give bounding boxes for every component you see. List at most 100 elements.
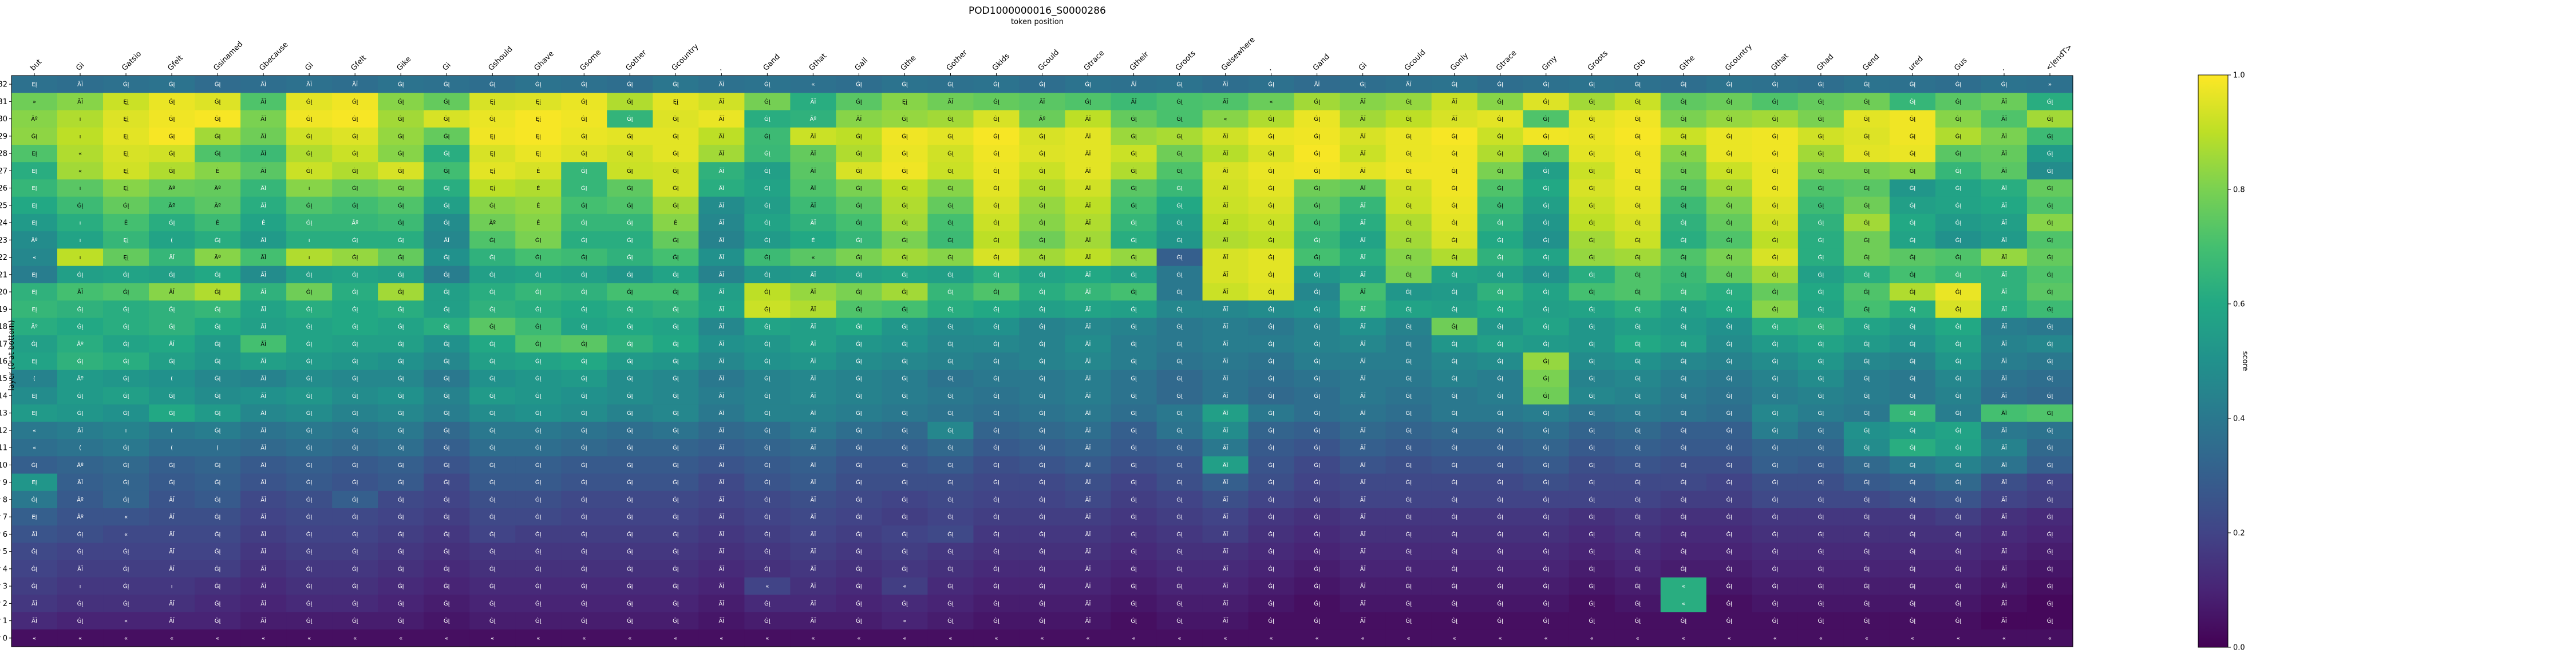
heatmap-cell bbox=[195, 543, 241, 561]
heatmap-cell bbox=[1156, 595, 1203, 613]
heatmap-cell bbox=[1523, 577, 1570, 595]
heatmap-cell-label: ĠĮ bbox=[902, 392, 908, 399]
heatmap-cell-label: ĠĮ bbox=[1955, 409, 1962, 417]
heatmap-cell-label: ĠĮ bbox=[1405, 132, 1412, 140]
heatmap-cell bbox=[1981, 248, 2028, 267]
heatmap-cell bbox=[1797, 248, 1844, 267]
heatmap-cell-label: ĠĮ bbox=[1726, 583, 1732, 590]
heatmap-cell bbox=[149, 473, 195, 492]
heatmap-cell-label: ĠĮ bbox=[1680, 478, 1686, 486]
heatmap-cell-label: ÃĪ bbox=[718, 219, 724, 227]
heatmap-cell bbox=[561, 508, 607, 526]
heatmap-cell-label: ĠĮ bbox=[627, 340, 633, 347]
heatmap-cell bbox=[424, 248, 470, 267]
heatmap-cell bbox=[2026, 335, 2073, 353]
heatmap-cell-label: ĠĮ bbox=[306, 98, 313, 105]
heatmap-cell-label: ĠĮ bbox=[2047, 409, 2053, 417]
heatmap-cell bbox=[240, 248, 287, 267]
heatmap-cell bbox=[286, 508, 333, 526]
heatmap-cell bbox=[1523, 421, 1570, 440]
heatmap-cell-label: ĠĮ bbox=[764, 184, 771, 192]
heatmap-cell bbox=[1797, 300, 1844, 318]
heatmap-cell-label: ĠĮ bbox=[947, 184, 954, 192]
heatmap-cell bbox=[1614, 352, 1661, 370]
heatmap-cell bbox=[11, 76, 58, 93]
heatmap-cell bbox=[836, 387, 883, 405]
heatmap-cell-label: ĠĮ bbox=[1589, 409, 1595, 417]
heatmap-cell-label: ĠĮ bbox=[581, 426, 587, 434]
heatmap-cell bbox=[1797, 439, 1844, 457]
heatmap-cell-label: ĠĮ bbox=[1131, 392, 1137, 399]
heatmap-cell-label: ĠĮ bbox=[31, 548, 38, 555]
heatmap-cell bbox=[57, 560, 104, 578]
heatmap-cell-label: ĠĮ bbox=[398, 201, 404, 209]
heatmap-cell-label: ĠĮ bbox=[489, 306, 496, 313]
heatmap-cell bbox=[332, 283, 378, 301]
heatmap-cell-label: ĠĮ bbox=[215, 236, 221, 244]
heatmap-cell bbox=[424, 213, 470, 232]
heatmap-cell-label: ĠĮ bbox=[993, 409, 999, 417]
heatmap-cell bbox=[1523, 179, 1570, 197]
heatmap-cell-label: ĠĮ bbox=[947, 288, 954, 296]
heatmap-cell bbox=[11, 370, 58, 387]
heatmap-cell bbox=[1568, 110, 1615, 128]
heatmap-cell bbox=[1065, 560, 1112, 578]
heatmap-cell-label: ĠĮ bbox=[993, 98, 999, 105]
heatmap-cell bbox=[882, 127, 929, 145]
heatmap-cell-label: ĠĮ bbox=[1634, 340, 1641, 347]
heatmap-cell bbox=[1202, 127, 1249, 145]
heatmap-cell-label: ÃĪ bbox=[260, 150, 266, 157]
heatmap-cell-label: Ė bbox=[124, 219, 128, 227]
heatmap-cell bbox=[561, 213, 607, 232]
heatmap-cell-label: ĠĮ bbox=[306, 426, 313, 434]
heatmap-cell bbox=[515, 283, 562, 301]
heatmap-cell bbox=[1614, 110, 1661, 128]
heatmap-cell-label: ĠĮ bbox=[581, 409, 587, 417]
heatmap-cell-label: ĠĮ bbox=[1910, 531, 1916, 538]
heatmap-cell bbox=[1660, 93, 1707, 111]
heatmap-cell bbox=[1797, 231, 1844, 250]
heatmap-cell bbox=[653, 421, 699, 440]
heatmap-cell bbox=[2026, 439, 2073, 457]
heatmap-cell bbox=[973, 612, 1020, 630]
heatmap-cell-label: ÃĪ bbox=[810, 513, 816, 521]
heatmap-cell-label: ÃĪ bbox=[1360, 375, 1366, 382]
heatmap-cell bbox=[1706, 127, 1753, 145]
heatmap-cell-label: ĠĮ bbox=[1955, 236, 1962, 244]
heatmap-cell-label: ĠĮ bbox=[1268, 132, 1274, 140]
heatmap-cell-label: ĠĮ bbox=[306, 531, 313, 538]
heatmap-cell bbox=[2026, 404, 2073, 422]
heatmap-cell bbox=[515, 144, 562, 163]
heatmap-cell bbox=[836, 300, 883, 318]
heatmap-cell bbox=[790, 300, 836, 318]
heatmap-cell-label: ĠĮ bbox=[77, 271, 84, 278]
heatmap-cell-label: ĠĮ bbox=[306, 358, 313, 365]
heatmap-cell bbox=[1248, 318, 1295, 336]
heatmap-cell bbox=[882, 283, 929, 301]
heatmap-cell-label: ĠĮ bbox=[1680, 531, 1686, 538]
heatmap-cell bbox=[286, 93, 333, 111]
heatmap-cell bbox=[1156, 612, 1203, 630]
heatmap-cell bbox=[1752, 629, 1799, 647]
heatmap-cell bbox=[103, 127, 149, 145]
heatmap-cell bbox=[103, 300, 149, 318]
heatmap-cell bbox=[424, 387, 470, 405]
heatmap-cell-label: ĠĮ bbox=[902, 254, 908, 261]
heatmap-cell bbox=[836, 335, 883, 353]
heatmap-cell bbox=[11, 439, 58, 457]
heatmap-cell-label: ÃĪ bbox=[718, 461, 724, 469]
heatmap-cell-label: ĠĮ bbox=[673, 548, 679, 555]
heatmap-cell bbox=[286, 560, 333, 578]
heatmap-cell bbox=[1294, 525, 1341, 544]
heatmap-cell-label: ÃĪ bbox=[352, 81, 358, 88]
heatmap-cell bbox=[1156, 179, 1203, 197]
heatmap-cell-label: « bbox=[78, 168, 82, 175]
heatmap-cell-label: ĠĮ bbox=[673, 426, 679, 434]
heatmap-cell bbox=[561, 456, 607, 474]
heatmap-cell-label: ĠĮ bbox=[1726, 306, 1732, 313]
heatmap-cell-label: ĠĮ bbox=[1314, 219, 1320, 227]
heatmap-cell-label: Ęį bbox=[536, 151, 541, 157]
heatmap-cell bbox=[1523, 335, 1570, 353]
heatmap-cell bbox=[469, 318, 516, 336]
heatmap-cell bbox=[1202, 231, 1249, 250]
